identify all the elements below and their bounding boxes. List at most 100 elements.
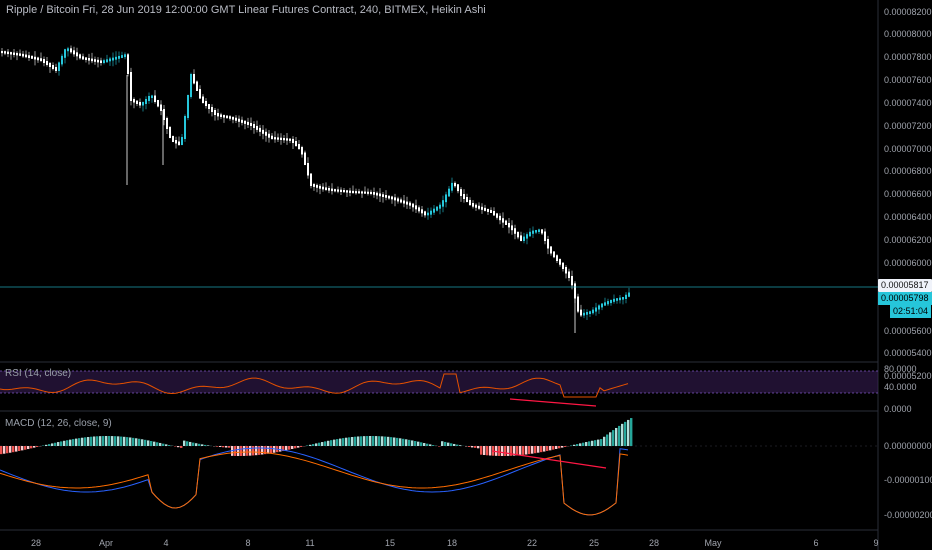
- macd-histogram-bar: [255, 446, 258, 456]
- candle: [118, 55, 120, 59]
- candle: [541, 229, 543, 234]
- macd-histogram-bar: [372, 436, 375, 446]
- candle: [598, 305, 600, 310]
- candle: [73, 50, 75, 55]
- macd-histogram-bar: [510, 446, 513, 456]
- macd-histogram-bar: [396, 437, 399, 446]
- macd-histogram-bar: [327, 440, 330, 446]
- macd-histogram-bar: [216, 446, 219, 447]
- rsi-label[interactable]: RSI (14, close): [5, 368, 72, 379]
- macd-histogram-bar: [189, 441, 192, 446]
- macd-histogram-bar: [177, 446, 180, 448]
- candle: [16, 52, 18, 56]
- time-tick: 11: [305, 538, 315, 548]
- candle: [514, 228, 516, 234]
- candle: [544, 231, 546, 241]
- candle: [55, 67, 57, 71]
- candle: [406, 201, 408, 205]
- macd-histogram-bar: [87, 437, 90, 446]
- macd-histogram-bar: [525, 446, 528, 455]
- candle: [262, 129, 264, 134]
- candle: [586, 312, 588, 315]
- time-tick: 28: [648, 538, 660, 548]
- macd-histogram-bar: [51, 443, 54, 446]
- macd-histogram-bar: [417, 441, 420, 446]
- candle: [109, 58, 111, 62]
- price-tick: 0.00006000: [884, 258, 932, 268]
- macd-label[interactable]: MACD (12, 26, close, 9): [5, 418, 112, 429]
- macd-histogram-bar: [141, 439, 144, 446]
- candle: [409, 202, 411, 206]
- candle: [412, 203, 414, 208]
- macd-histogram-bar: [81, 437, 84, 446]
- macd-histogram-bar: [93, 436, 96, 446]
- macd-histogram-bar: [15, 446, 18, 452]
- macd-histogram-bar: [129, 437, 132, 446]
- candle: [211, 107, 213, 112]
- time-tick: 18: [446, 538, 458, 548]
- macd-histogram-bar: [423, 442, 426, 446]
- macd-histogram-bar: [159, 442, 162, 446]
- candle: [169, 127, 171, 138]
- candle: [142, 102, 144, 106]
- macd-histogram-bar: [549, 446, 552, 451]
- macd-histogram-bar: [606, 434, 609, 446]
- macd-histogram-bar: [78, 438, 81, 446]
- macd-histogram-bar: [471, 446, 474, 448]
- macd-histogram-bar: [282, 446, 285, 451]
- chart-title: Ripple / Bitcoin Fri, 28 Jun 2019 12:00:…: [6, 4, 486, 16]
- macd-histogram-bar: [90, 436, 93, 446]
- macd-histogram-bar: [150, 441, 153, 446]
- candle: [550, 246, 552, 254]
- candle: [418, 207, 420, 212]
- candle: [127, 54, 129, 74]
- macd-histogram-bar: [339, 438, 342, 446]
- rsi-line: [0, 373, 629, 398]
- macd-histogram-bar: [69, 439, 72, 446]
- candle: [154, 95, 156, 102]
- candle: [58, 62, 60, 71]
- macd-histogram-bar: [273, 446, 276, 453]
- price-tick: 0.00005400: [884, 348, 932, 358]
- macd-histogram-bar: [54, 442, 57, 446]
- candle: [97, 59, 99, 63]
- candle: [217, 113, 219, 117]
- candle: [115, 56, 117, 60]
- macd-divergence-line: [491, 450, 607, 469]
- candle: [157, 100, 159, 107]
- macd-histogram-bar: [207, 445, 210, 446]
- macd-histogram-bar: [33, 446, 36, 448]
- price-tick: 0.00007000: [884, 144, 932, 154]
- candle: [346, 190, 348, 193]
- candle: [616, 298, 618, 301]
- candle: [388, 195, 390, 199]
- macd-histogram-bar: [543, 446, 546, 452]
- candle: [439, 204, 441, 209]
- countdown-badge: 02:51:04: [890, 305, 932, 318]
- candle: [112, 57, 114, 61]
- time-tick: 8: [245, 538, 251, 548]
- macd-histogram-bar: [240, 446, 243, 456]
- candle: [403, 200, 405, 204]
- price-tick: 0.00008200: [884, 7, 932, 17]
- candle: [190, 74, 192, 97]
- macd-histogram-bar: [192, 442, 195, 446]
- candle: [337, 189, 339, 192]
- candle: [457, 184, 459, 192]
- price-tick: 0.00006200: [884, 235, 932, 245]
- candle: [553, 251, 555, 258]
- macd-histogram-bar: [555, 446, 558, 449]
- time-tick: 6: [813, 538, 819, 548]
- candle: [316, 184, 318, 188]
- macd-line: [0, 447, 629, 516]
- candle: [466, 197, 468, 202]
- candle: [520, 235, 522, 241]
- macd-histogram-bar: [483, 446, 486, 456]
- time-tick: 22: [526, 538, 538, 548]
- candle: [364, 191, 366, 194]
- candle: [166, 118, 168, 129]
- candle: [604, 302, 606, 306]
- macd-histogram-bar: [468, 446, 471, 447]
- macd-histogram-bar: [546, 446, 549, 451]
